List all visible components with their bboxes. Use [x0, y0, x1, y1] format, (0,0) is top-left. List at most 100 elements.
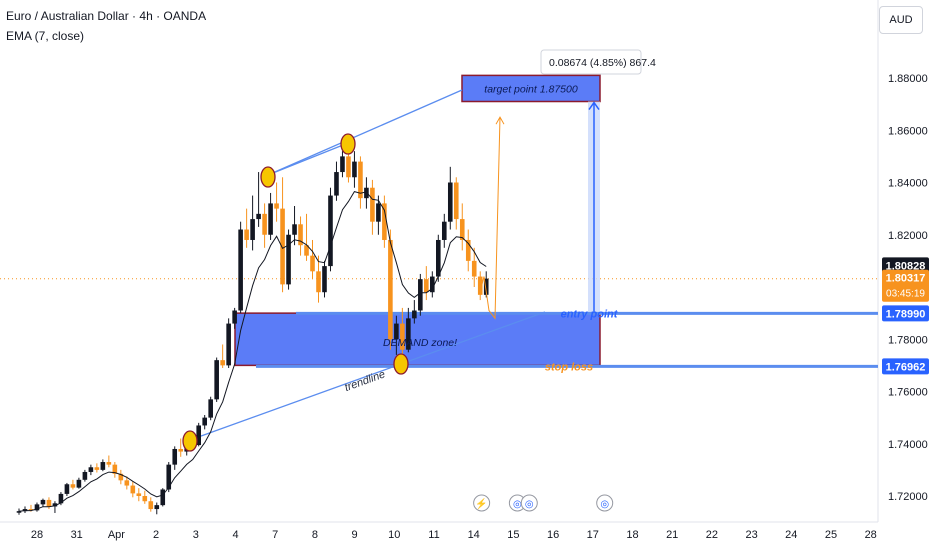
- candle-body: [148, 501, 154, 510]
- candle-body: [106, 462, 112, 465]
- candle-body: [274, 203, 279, 209]
- candle-body: [316, 271, 321, 293]
- candle-body: [64, 484, 70, 494]
- candle-body: [447, 182, 453, 222]
- candle-body: [76, 479, 82, 488]
- candle-body: [94, 467, 100, 470]
- swing-marker[interactable]: [182, 430, 198, 452]
- y-tick-label: 1.76000: [888, 387, 928, 399]
- candle-body: [412, 310, 417, 319]
- candle-body: [196, 425, 201, 446]
- candle-body: [298, 224, 303, 246]
- candle-body: [214, 360, 219, 400]
- price-axis-label: [882, 305, 929, 322]
- candle-body: [334, 172, 339, 196]
- candle-body: [238, 229, 243, 311]
- trendline[interactable]: [189, 311, 546, 441]
- candle-body: [304, 245, 309, 256]
- candle-body: [160, 489, 166, 506]
- candle-body: [100, 462, 106, 470]
- x-tick-label: 25: [825, 529, 837, 541]
- candle-body: [28, 509, 34, 511]
- y-tick-label: 1.78000: [888, 334, 928, 346]
- x-tick-label: 23: [745, 529, 757, 541]
- demand-zone[interactable]: [234, 312, 601, 367]
- swing-marker[interactable]: [260, 166, 276, 188]
- candle-body: [130, 485, 136, 494]
- candle-body: [477, 276, 483, 295]
- candle-body: [250, 219, 255, 240]
- x-tick-label: 14: [468, 529, 480, 541]
- symbol-title: Euro / Australian Dollar · 4h · OANDA: [6, 9, 207, 23]
- candle-body: [124, 480, 130, 486]
- x-tick-label: 15: [507, 529, 519, 541]
- candle-body: [418, 279, 423, 311]
- target-label: target point 1.87500: [484, 83, 578, 95]
- swing-marker[interactable]: [340, 133, 356, 155]
- x-tick-label: 4: [232, 529, 238, 541]
- candle-body: [40, 499, 46, 505]
- event-icon-glyph: ◎: [600, 499, 609, 510]
- candle-body: [172, 448, 178, 465]
- candle-body: [292, 224, 297, 235]
- candle-body: [483, 278, 489, 295]
- candle-body: [346, 156, 351, 178]
- candle-body: [453, 182, 459, 220]
- candle-body: [16, 511, 22, 513]
- x-tick-label: 9: [352, 529, 358, 541]
- candle-body: [465, 239, 471, 261]
- candle-body: [376, 203, 381, 222]
- currency-selector[interactable]: AUD: [879, 6, 923, 34]
- candle-body: [424, 279, 429, 293]
- bar-countdown: 03:45:19: [886, 289, 925, 300]
- event-icon[interactable]: [520, 494, 538, 512]
- candle-body: [436, 239, 441, 277]
- candle-body: [112, 464, 118, 474]
- price-axis-label-text: 1.76962: [886, 361, 926, 373]
- candle-body: [262, 213, 267, 235]
- x-tick-label: 10: [388, 529, 400, 541]
- price-axis-label: [882, 257, 929, 274]
- candle-body: [166, 464, 172, 490]
- candle-body: [406, 318, 411, 350]
- candle-body: [358, 161, 363, 199]
- event-icon[interactable]: [596, 494, 614, 512]
- y-tick-label: 1.72000: [888, 491, 928, 503]
- x-tick-label: 22: [706, 529, 718, 541]
- candle-body: [340, 156, 345, 173]
- projection-path: [479, 117, 501, 320]
- swing-marker[interactable]: [393, 353, 409, 375]
- x-tick-label: 3: [193, 529, 199, 541]
- measure-label: 0.08674 (4.85%) 867.4: [549, 57, 656, 69]
- candle-body: [256, 213, 261, 220]
- indicator-legend[interactable]: EMA (7, close): [6, 29, 85, 43]
- x-tick-label: 24: [785, 529, 797, 541]
- candle-body: [34, 504, 40, 511]
- price-axis-label-text: 1.78990: [886, 308, 926, 320]
- candle-body: [136, 493, 142, 496]
- candle-body: [202, 417, 207, 426]
- candle-body: [118, 473, 124, 481]
- target-zone[interactable]: [461, 74, 601, 103]
- x-tick-label: 7: [272, 529, 278, 541]
- stop-loss-label: stop loss: [545, 361, 593, 373]
- event-icon[interactable]: [473, 494, 491, 512]
- event-icon-glyph: ⚡: [475, 497, 487, 510]
- candle-body: [154, 505, 160, 510]
- upper-channel-line[interactable]: [267, 89, 463, 176]
- y-tick-label: 1.86000: [888, 125, 928, 137]
- event-icon-glyph: ◎: [513, 499, 522, 510]
- price-axis-label-text: 1.80828: [886, 260, 926, 272]
- candle-body: [352, 161, 357, 178]
- candle-body: [244, 229, 249, 240]
- price-axis-label-text: 1.80317: [886, 273, 926, 285]
- x-tick-label: 18: [626, 529, 638, 541]
- x-tick-label: Apr: [108, 529, 125, 541]
- candle-body: [388, 239, 393, 340]
- candle-body: [178, 448, 184, 452]
- candle-body: [46, 499, 52, 507]
- measure-arrow-head: [588, 101, 600, 110]
- candle-body: [232, 310, 237, 324]
- candle-body: [58, 493, 64, 504]
